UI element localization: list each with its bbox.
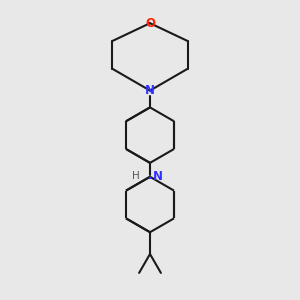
Text: H: H <box>132 171 140 181</box>
Text: N: N <box>145 84 155 97</box>
Text: O: O <box>145 17 155 30</box>
Text: N: N <box>153 170 163 183</box>
